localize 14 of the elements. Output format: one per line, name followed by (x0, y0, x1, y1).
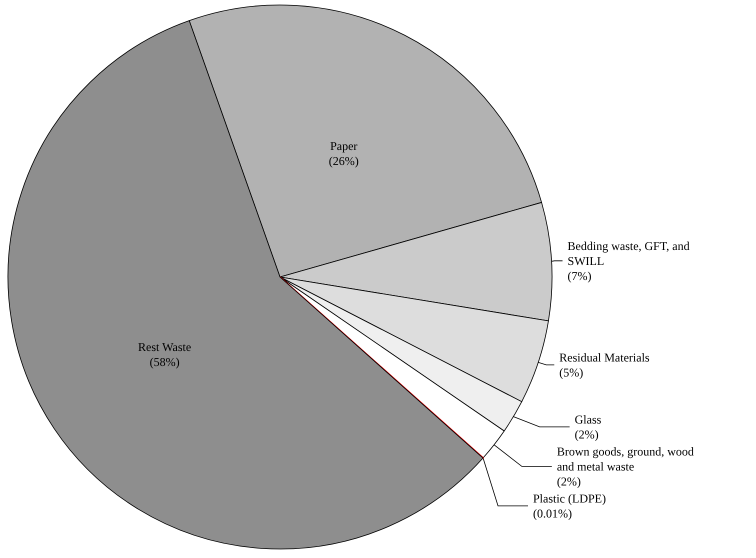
data-label: (5%) (559, 365, 584, 380)
slice-label: Paper (330, 138, 358, 153)
data-label: (2%) (574, 427, 599, 442)
slice-label: Plastic (LDPE) (533, 491, 606, 506)
data-label: (58%) (150, 355, 180, 370)
slice-label: Rest Waste (138, 340, 192, 354)
data-label: (2%) (556, 474, 581, 488)
slice-label: Brown goods, ground, wood and metal waste (556, 444, 697, 474)
data-label: (7%) (568, 268, 592, 283)
data-label: (0.01%) (533, 506, 572, 520)
slice-label: Glass (574, 412, 602, 426)
slice-label: Bedding waste, GFT, and SWILL (568, 238, 693, 268)
slice-label: Residual Materials (559, 350, 650, 364)
data-label: (26%) (328, 154, 359, 168)
